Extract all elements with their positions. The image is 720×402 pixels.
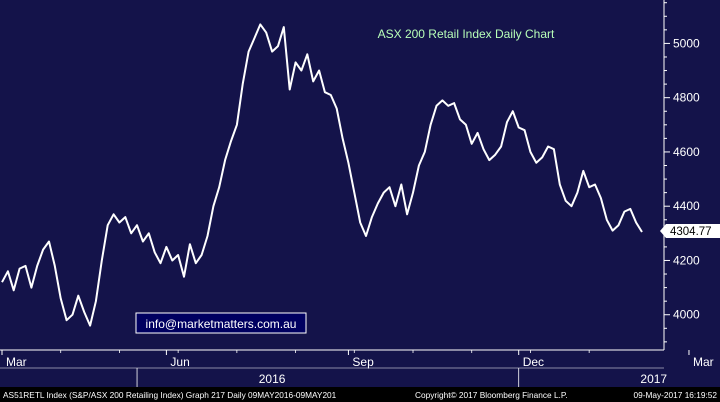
y-tick-label: 4000 [673,308,700,322]
last-value-tag: 4304.77 [660,224,720,238]
y-tick-label: 4200 [673,253,700,267]
axes-layer: 4000 4200 4400 4600 4800 5000 Mar Jun Sep Dec Mar 2… [0,0,714,387]
chart-title: ASX 200 Retail Index Daily Chart [378,27,555,41]
x-tick-label: Sep [352,355,374,369]
x-tick-label: Mar [6,355,27,369]
series-line [1,23,643,327]
footer: AS51RETL Index (S&P/ASX 200 Retailing In… [0,387,720,402]
y-tick-label: 4800 [673,91,700,105]
x-tick-label: Dec [523,355,544,369]
x-tick-label: Mar [693,355,714,369]
watermark-box: info@marketmatters.com.au [135,312,307,334]
footer-right-text: 09-May-2017 16:19:52 [634,390,718,400]
y-tick-label: 4400 [673,199,700,213]
watermark-text: info@marketmatters.com.au [146,317,297,331]
series-layer [1,23,643,327]
footer-left-text: AS51RETL Index (S&P/ASX 200 Retailing In… [3,390,337,400]
footer-center-text: Copyright© 2017 Bloomberg Finance L.P. [415,390,568,400]
x-year-label: 2017 [640,372,667,386]
last-value-label: 4304.77 [670,226,712,238]
x-tick-label: Jun [170,355,189,369]
x-year-label: 2016 [259,372,286,386]
y-tick-label: 4600 [673,145,700,159]
y-tick-label: 5000 [673,36,700,50]
